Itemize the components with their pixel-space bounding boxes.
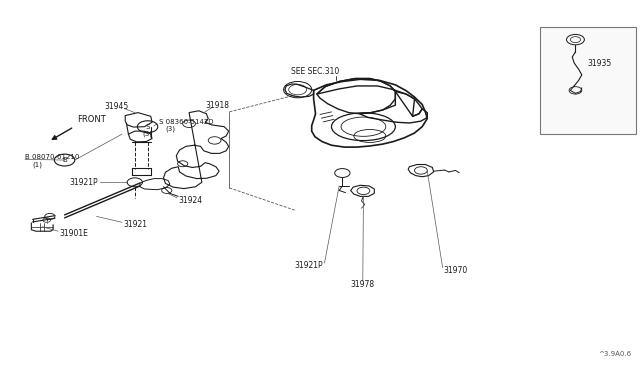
Text: 31921P: 31921P bbox=[294, 261, 323, 270]
Text: S 08360-5142D: S 08360-5142D bbox=[159, 119, 214, 125]
Text: ^3.9A0.6: ^3.9A0.6 bbox=[598, 351, 632, 357]
Text: B 08070-61210: B 08070-61210 bbox=[25, 154, 79, 160]
Text: (1): (1) bbox=[33, 161, 43, 168]
Text: (3): (3) bbox=[143, 130, 152, 137]
Text: B: B bbox=[62, 157, 67, 163]
Text: FRONT: FRONT bbox=[77, 115, 106, 124]
Text: 31918: 31918 bbox=[206, 101, 230, 110]
Text: SEE SEC.310: SEE SEC.310 bbox=[291, 67, 339, 76]
Text: 31978: 31978 bbox=[351, 280, 375, 289]
Text: 31921: 31921 bbox=[124, 221, 147, 230]
Text: 31924: 31924 bbox=[178, 196, 202, 205]
Text: (3): (3) bbox=[166, 125, 175, 132]
Text: S: S bbox=[145, 124, 150, 130]
Text: 31945: 31945 bbox=[105, 102, 129, 111]
Text: 31935: 31935 bbox=[587, 59, 611, 68]
Text: 31970: 31970 bbox=[444, 266, 467, 275]
Text: 31921P: 31921P bbox=[70, 178, 99, 187]
Bar bbox=[540, 27, 636, 134]
Text: 31901E: 31901E bbox=[60, 229, 88, 238]
